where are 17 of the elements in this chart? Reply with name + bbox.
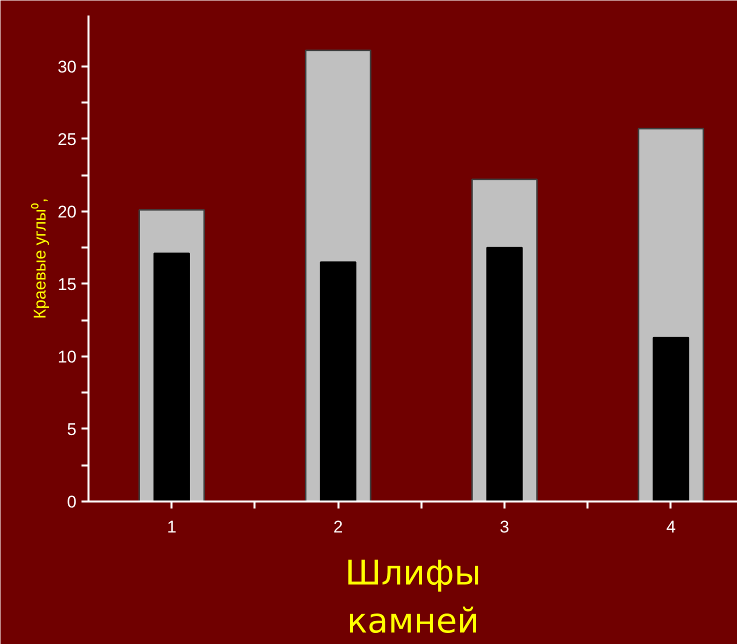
- y-tick-label: 10: [58, 347, 77, 366]
- y-tick-label: 30: [58, 57, 77, 76]
- y-tick-label: 15: [58, 274, 77, 294]
- x-axis-title: Шлифы камней: [344, 554, 482, 642]
- bar: [153, 252, 190, 502]
- bar: [486, 246, 523, 502]
- y-tick-label: 0: [67, 492, 77, 512]
- y-tick-label: 25: [58, 130, 77, 149]
- x-tick-label: 4: [666, 518, 676, 536]
- x-tick-label: 2: [333, 518, 343, 536]
- x-tick-label: 3: [500, 518, 510, 536]
- y-tick-label: 5: [67, 420, 77, 439]
- y-tick-label: 20: [58, 202, 77, 222]
- bar: [652, 336, 690, 502]
- x-tick-label: 1: [166, 518, 176, 536]
- y-axis-title: Краевые углы⁰,: [30, 198, 50, 319]
- bar: [320, 261, 356, 502]
